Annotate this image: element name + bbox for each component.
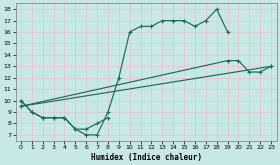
X-axis label: Humidex (Indice chaleur): Humidex (Indice chaleur) <box>90 152 202 162</box>
